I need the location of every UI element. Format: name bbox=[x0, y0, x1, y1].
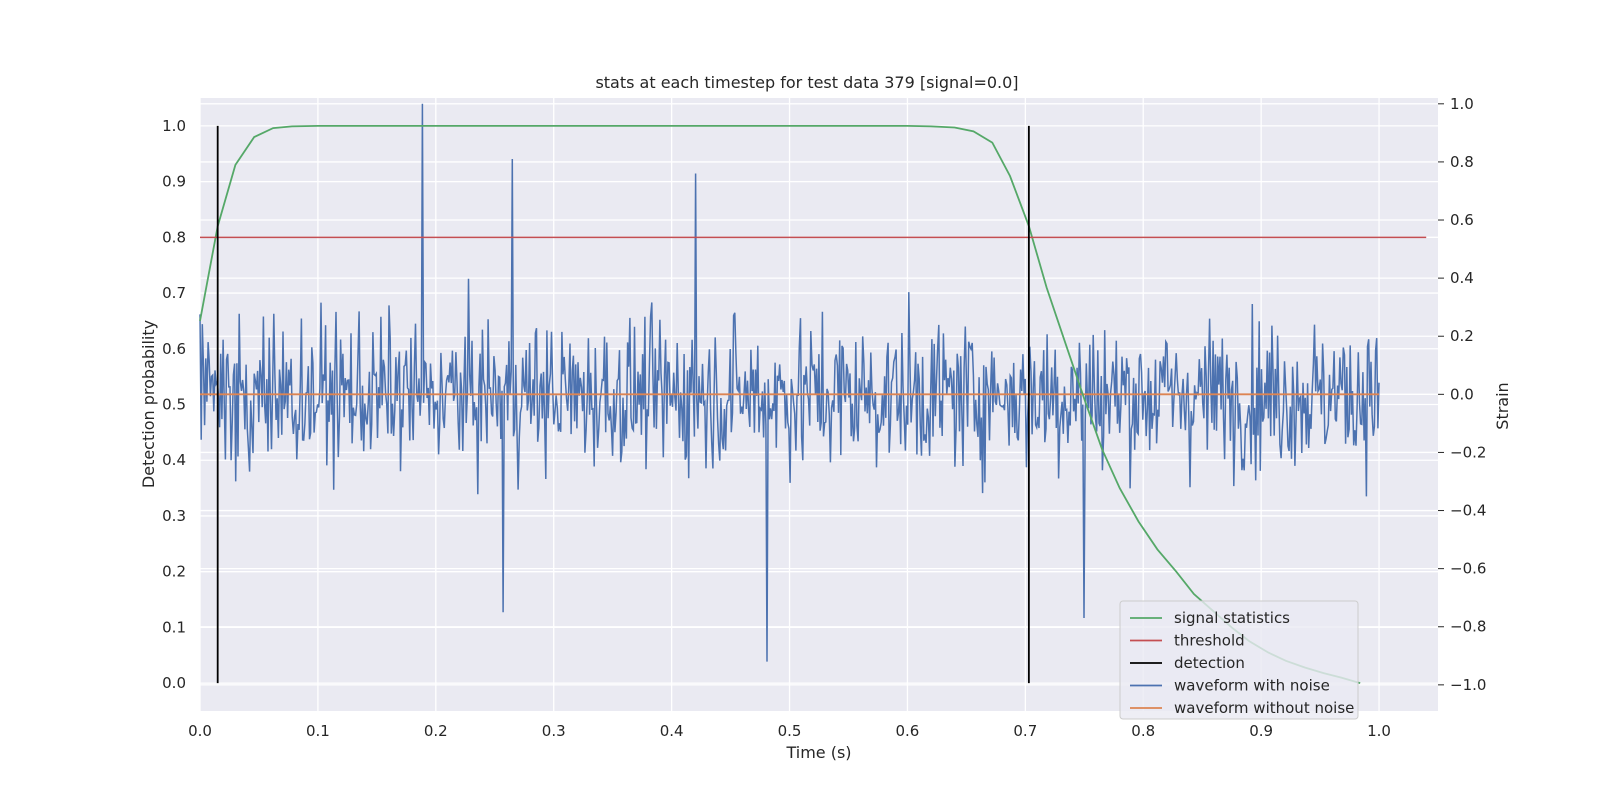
y-left-tick-label: 0.9 bbox=[162, 173, 186, 191]
y-left-tick-label: 0.1 bbox=[162, 618, 186, 636]
x-tick-label: 0.2 bbox=[424, 722, 448, 740]
x-tick-label: 0.4 bbox=[660, 722, 684, 740]
y-left-tick-label: 0.0 bbox=[162, 674, 186, 692]
y-right-tick-label: 1.0 bbox=[1450, 95, 1474, 113]
x-tick-label: 0.0 bbox=[188, 722, 212, 740]
y-right-tick-label: −0.2 bbox=[1450, 443, 1486, 461]
chart-title: stats at each timestep for test data 379… bbox=[595, 73, 1018, 92]
y-axis-right-label: Strain bbox=[1493, 382, 1512, 429]
y-right-tick-label: 0.2 bbox=[1450, 327, 1474, 345]
legend-label: detection bbox=[1174, 654, 1245, 672]
y-left-tick-label: 0.5 bbox=[162, 396, 186, 414]
legend-items: signal statistics threshold detection wavef… bbox=[1130, 609, 1354, 717]
x-axis-label: Time (s) bbox=[785, 743, 851, 762]
y-right-tick-layer: −1.0 −0.8 −0.6 −0.4 −0.2 0.0 0.2 0.4 0.6 0.8 1.0 bbox=[1438, 95, 1486, 694]
series-waveform-with-noise bbox=[199, 103, 1380, 662]
x-tick-label: 0.3 bbox=[542, 722, 566, 740]
y-right-tick-label: 0.6 bbox=[1450, 211, 1474, 229]
legend-label: signal statistics bbox=[1174, 609, 1290, 627]
y-left-tick-layer: 0.0 0.1 0.2 0.3 0.4 0.5 0.6 0.7 0.8 0.9 1.0 bbox=[162, 117, 186, 692]
y-right-tick-label: 0.0 bbox=[1450, 385, 1474, 403]
x-tick-label: 0.7 bbox=[1013, 722, 1037, 740]
y-left-tick-label: 0.2 bbox=[162, 563, 186, 581]
y-left-tick-label: 0.8 bbox=[162, 228, 186, 246]
x-tick-label: 0.5 bbox=[778, 722, 802, 740]
y-right-tick-label: −0.4 bbox=[1450, 502, 1486, 520]
y-left-tick-label: 1.0 bbox=[162, 117, 186, 135]
x-tick-label: 0.8 bbox=[1131, 722, 1155, 740]
y-left-tick-label: 0.6 bbox=[162, 340, 186, 358]
y-right-tick-label: −0.6 bbox=[1450, 560, 1486, 578]
y-left-tick-label: 0.7 bbox=[162, 284, 186, 302]
x-tick-label: 0.6 bbox=[895, 722, 919, 740]
y-right-tick-label: −0.8 bbox=[1450, 618, 1486, 636]
y-left-tick-label: 0.4 bbox=[162, 451, 186, 469]
y-left-tick-label: 0.3 bbox=[162, 507, 186, 525]
legend-frame bbox=[1119, 600, 1359, 720]
y-axis-left-label: Detection probability bbox=[139, 320, 158, 488]
x-tick-label: 0.1 bbox=[306, 722, 330, 740]
y-right-tick-label: −1.0 bbox=[1450, 676, 1486, 694]
y-right-tick-label: 0.4 bbox=[1450, 269, 1474, 287]
x-tick-label: 0.9 bbox=[1249, 722, 1273, 740]
legend-label: waveform with noise bbox=[1174, 677, 1330, 695]
legend-label: threshold bbox=[1174, 632, 1245, 650]
y-right-tick-label: 0.8 bbox=[1450, 153, 1474, 171]
x-tick-layer: 0.0 0.1 0.2 0.3 0.4 0.5 0.6 0.7 0.8 0.9 1.0 bbox=[188, 722, 1391, 740]
x-tick-label: 1.0 bbox=[1367, 722, 1391, 740]
legend: signal statistics threshold detection wavef… bbox=[1119, 600, 1359, 720]
legend-label: waveform without noise bbox=[1174, 699, 1354, 717]
